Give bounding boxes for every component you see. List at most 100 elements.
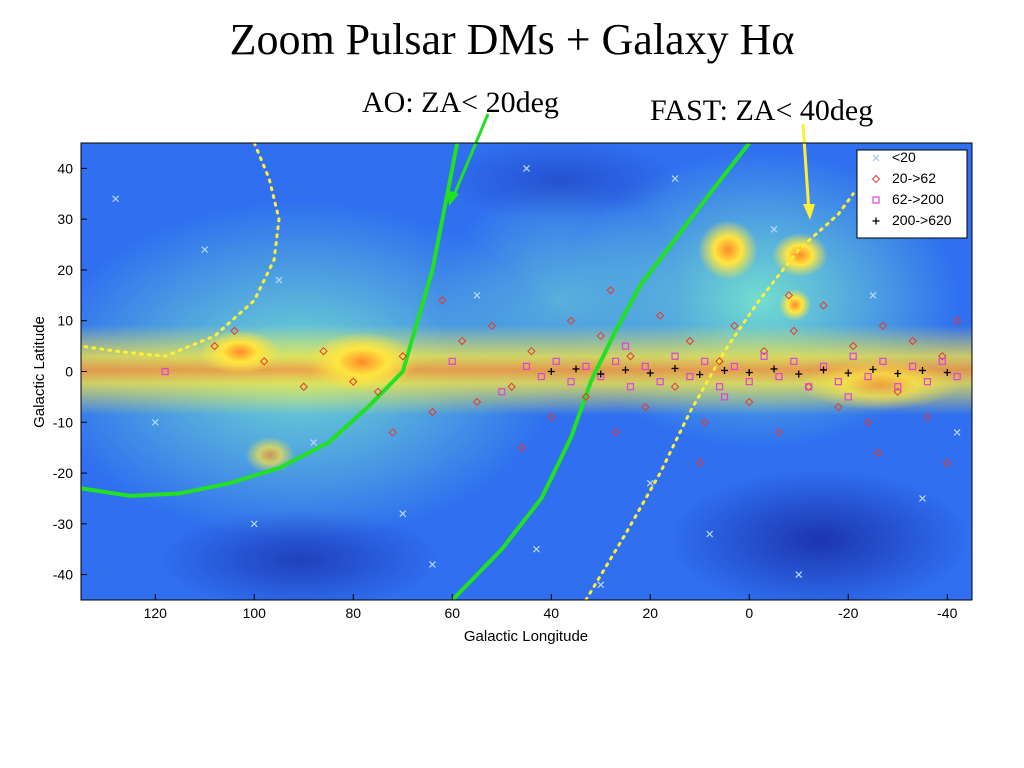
x-tick-label: 80 (345, 605, 361, 621)
halpha-map-background (81, 143, 972, 600)
axes: 120 100 80 60 40 20 0 -20 -40403020100-10-20-30-… (53, 160, 958, 621)
fast-arrow (801, 123, 811, 213)
data-point-diamond (472, 397, 482, 407)
data-point-plus (770, 365, 778, 373)
data-point-diamond (834, 402, 843, 412)
ao-za-curve (81, 143, 460, 498)
data-point-square (161, 367, 169, 376)
y-tick-label: -40 (53, 567, 73, 583)
data-point-diamond (641, 402, 650, 412)
data-point-x (919, 495, 926, 502)
data-point-plus (795, 370, 803, 378)
y-tick-label: -30 (53, 516, 73, 532)
data-point-diamond (457, 336, 467, 346)
data-point-square (745, 378, 753, 386)
data-point-plus (844, 369, 852, 377)
data-point-diamond (923, 412, 932, 422)
data-point-plus (547, 368, 555, 375)
x-tick-label: 100 (243, 605, 267, 621)
data-point-plus (869, 365, 877, 373)
data-point-x (275, 276, 283, 284)
data-point-diamond (259, 357, 269, 366)
data-point-diamond (695, 458, 704, 468)
data-point-square (621, 342, 630, 350)
data-point-x (706, 530, 714, 538)
data-point-square (720, 393, 729, 401)
zenith-angle-curves (81, 143, 855, 600)
x-tick-label: 0 (745, 605, 753, 621)
fast-za-curve (81, 143, 281, 358)
y-tick-label: -20 (53, 465, 73, 481)
data-point-x (597, 581, 605, 589)
data-point-diamond (507, 382, 516, 391)
data-point-square (686, 372, 694, 381)
data-point-diamond (873, 448, 883, 457)
data-point-square (923, 378, 932, 386)
data-point-x (399, 510, 407, 518)
legend-box (856, 149, 968, 239)
data-point-square (775, 372, 783, 381)
y-tick-label: -10 (53, 414, 73, 430)
data-point-square (582, 362, 590, 371)
y-tick-label: 20 (57, 262, 73, 278)
data-point-x (869, 291, 877, 299)
data-point-square (671, 352, 679, 360)
legend-label: 62->200 (892, 191, 944, 207)
data-point-diamond (611, 428, 620, 437)
data-point-diamond (373, 387, 383, 397)
data-point-diamond (210, 341, 219, 351)
data-point-diamond (784, 291, 794, 300)
data-point-diamond (774, 428, 784, 437)
data-point-x (953, 429, 961, 436)
data-point-square (790, 357, 798, 365)
data-point-square (953, 372, 961, 381)
data-point-diamond (938, 352, 947, 361)
data-point-diamond (878, 321, 888, 331)
data-point-square (834, 378, 842, 386)
data-point-x (429, 561, 436, 568)
legend: <20 20->62 62->200 200->620 (856, 149, 968, 239)
y-axis-label: Galactic Latitude (31, 316, 48, 428)
legend-marker-plus (872, 217, 880, 225)
fast-annotation: FAST: ZA< 40deg (650, 94, 874, 127)
data-point-diamond (596, 331, 605, 341)
data-point-diamond (487, 321, 497, 331)
data-point-diamond (952, 316, 962, 325)
data-point-diamond (759, 346, 769, 356)
legend-marker-diamond (871, 174, 881, 184)
data-point-diamond (819, 301, 828, 310)
data-point-plus (894, 370, 902, 378)
y-tick-label: 40 (57, 160, 73, 176)
data-point-plus (721, 366, 728, 374)
data-point-diamond (566, 316, 576, 325)
data-point-plus (597, 370, 605, 378)
data-point-diamond (230, 326, 239, 336)
ao-arrow (450, 113, 490, 201)
ao-annotation: AO: ZA< 20deg (362, 86, 559, 119)
data-point-diamond (700, 418, 709, 427)
data-point-square (537, 372, 545, 381)
data-point-diamond (848, 341, 858, 351)
data-point-square (656, 378, 664, 386)
data-point-diamond (606, 286, 615, 295)
data-point-diamond (319, 346, 328, 356)
data-point-plus (572, 365, 580, 373)
data-point-diamond (685, 336, 695, 346)
data-point-plus (745, 369, 753, 377)
data-point-plus (820, 366, 827, 374)
data-point-diamond (893, 387, 902, 397)
data-point-diamond (388, 428, 398, 437)
data-point-diamond (547, 412, 556, 422)
data-point-x (250, 520, 258, 528)
data-point-diamond (438, 296, 447, 305)
data-point-square (894, 383, 902, 391)
pulsar-points (112, 164, 962, 589)
x-tick-label: -20 (838, 605, 858, 621)
legend-marker-x (872, 154, 880, 162)
data-point-plus (919, 366, 926, 374)
data-point-diamond (349, 377, 358, 386)
legend-marker-square (872, 196, 880, 204)
legend-label: <20 (892, 149, 916, 165)
data-point-x (795, 571, 803, 579)
